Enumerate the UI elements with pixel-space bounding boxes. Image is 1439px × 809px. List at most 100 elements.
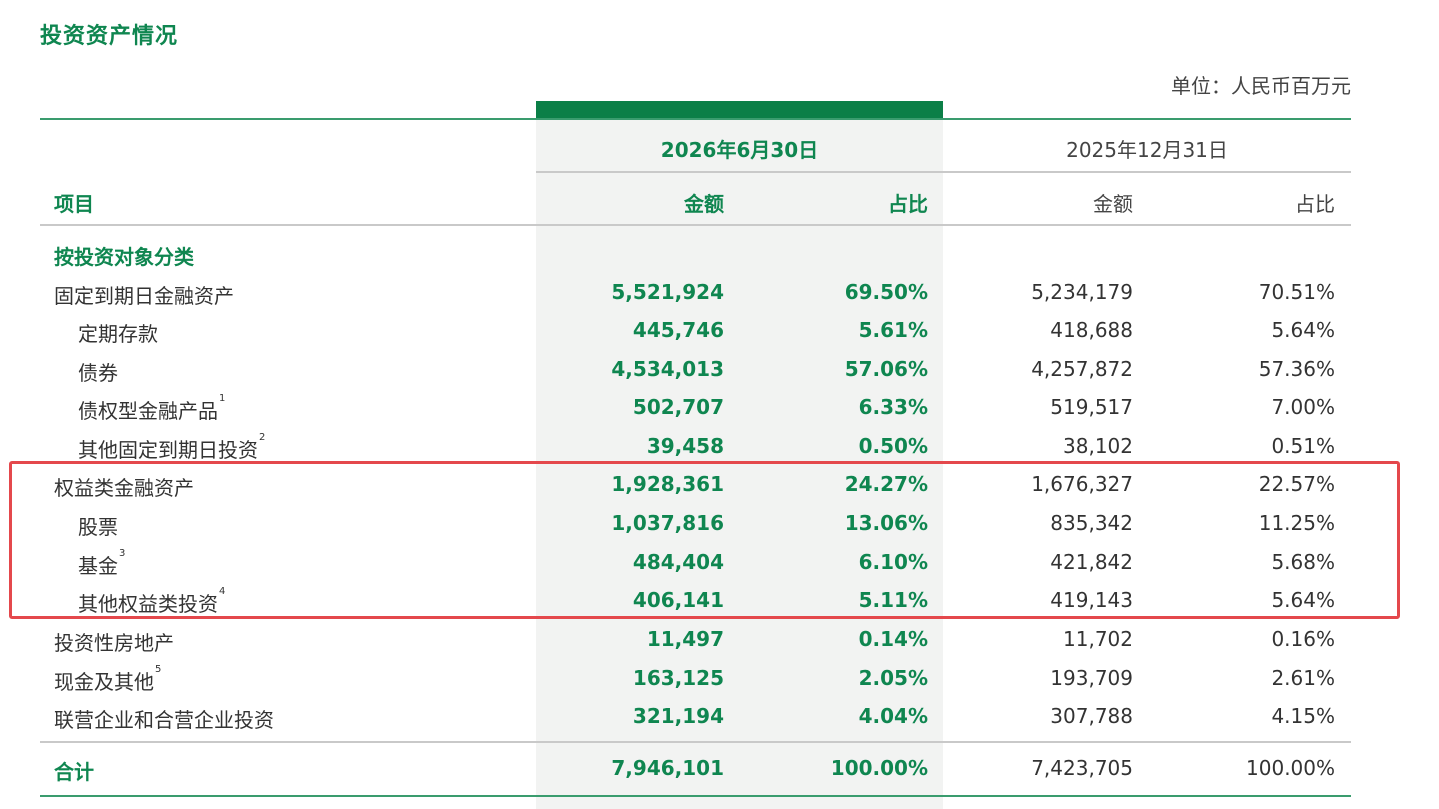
header-amount-previous: 金额	[1093, 192, 1133, 216]
amount-current-cell: 502,707	[632, 395, 724, 419]
header-bottom-rule	[40, 224, 1351, 226]
amount-previous-cell: 421,842	[1050, 550, 1133, 574]
row-label: 投资性房地产	[54, 627, 174, 656]
ratio-previous-cell: 5.64%	[1271, 588, 1335, 612]
footnote-marker: 3	[119, 548, 126, 559]
equity-assets-highlight-box	[9, 461, 1400, 619]
ratio-previous-cell: 0.51%	[1271, 434, 1335, 458]
table-row: 权益类金融资产 1,928,361 24.27% 1,676,327 22.57%	[0, 466, 1439, 504]
row-label-text: 投资性房地产	[54, 631, 174, 655]
ratio-previous-cell: 22.57%	[1258, 472, 1335, 496]
ratio-current-cell: 2.05%	[858, 666, 928, 690]
row-label-text: 股票	[78, 515, 118, 539]
header-date-previous: 2025年12月31日	[1066, 138, 1228, 162]
amount-previous-cell: 1,676,327	[1031, 472, 1133, 496]
row-label: 股票	[78, 511, 118, 540]
amount-previous-cell: 38,102	[1063, 434, 1133, 458]
amount-current-cell: 321,194	[632, 704, 724, 728]
table-row: 债券 4,534,013 57.06% 4,257,872 57.36%	[0, 351, 1439, 389]
row-label-text: 基金	[78, 554, 118, 578]
ratio-previous-cell: 100.00%	[1246, 756, 1335, 780]
row-label: 定期存款	[78, 318, 158, 347]
ratio-previous-cell: 70.51%	[1258, 280, 1335, 304]
amount-previous-cell: 7,423,705	[1031, 756, 1133, 780]
amount-previous-cell: 418,688	[1050, 318, 1133, 342]
ratio-current-cell: 6.10%	[858, 550, 928, 574]
amount-previous-cell: 307,788	[1050, 704, 1133, 728]
row-label-text: 合计	[54, 760, 94, 784]
header-item: 项目	[54, 192, 94, 216]
header-ratio-previous: 占比	[1295, 192, 1335, 216]
current-period-accent-bar	[536, 101, 943, 119]
row-label-text: 按投资对象分类	[54, 245, 194, 269]
header-date-divider	[536, 171, 1351, 173]
amount-previous-cell: 4,257,872	[1031, 357, 1133, 381]
ratio-current-cell: 5.61%	[858, 318, 928, 342]
table-row: 现金及其他5 163,125 2.05% 193,709 2.61%	[0, 660, 1439, 698]
table-top-rule	[40, 118, 1351, 120]
ratio-current-cell: 13.06%	[844, 511, 928, 535]
amount-current-cell: 1,928,361	[611, 472, 724, 496]
footnote-marker: 5	[155, 664, 162, 675]
header-ratio-current: 占比	[888, 192, 928, 216]
row-label: 现金及其他5	[54, 664, 162, 695]
table-row: 其他权益类投资4 406,141 5.11% 419,143 5.64%	[0, 582, 1439, 620]
table-row: 基金3 484,404 6.10% 421,842 5.68%	[0, 544, 1439, 582]
row-label: 其他权益类投资4	[78, 586, 225, 617]
ratio-current-cell: 57.06%	[844, 357, 928, 381]
ratio-previous-cell: 5.64%	[1271, 318, 1335, 342]
row-label-text: 固定到期日金融资产	[54, 284, 234, 308]
row-label-text: 定期存款	[78, 322, 158, 346]
row-label-text: 联营企业和合营企业投资	[54, 708, 274, 732]
amount-previous-cell: 11,702	[1063, 627, 1133, 651]
row-label: 债券	[78, 357, 118, 386]
row-label-text: 权益类金融资产	[54, 476, 194, 500]
amount-current-cell: 4,534,013	[611, 357, 724, 381]
section-heading-row: 按投资对象分类	[0, 235, 1439, 273]
total-row: 合计 7,946,101 100.00% 7,423,705 100.00%	[0, 750, 1439, 788]
table-bottom-rule	[40, 795, 1351, 797]
amount-previous-cell: 419,143	[1050, 588, 1133, 612]
table-row: 联营企业和合营企业投资 321,194 4.04% 307,788 4.15%	[0, 698, 1439, 736]
row-label: 联营企业和合营企业投资	[54, 704, 274, 733]
ratio-previous-cell: 57.36%	[1258, 357, 1335, 381]
total-top-rule	[40, 741, 1351, 743]
amount-current-cell: 445,746	[632, 318, 724, 342]
amount-current-cell: 7,946,101	[611, 756, 724, 780]
header-amount-current: 金额	[684, 192, 724, 216]
table-row: 固定到期日金融资产 5,521,924 69.50% 5,234,179 70.51%	[0, 274, 1439, 312]
table-row: 债权型金融产品1 502,707 6.33% 519,517 7.00%	[0, 389, 1439, 427]
page-title: 投资资产情况	[40, 24, 179, 49]
ratio-current-cell: 24.27%	[844, 472, 928, 496]
ratio-previous-cell: 5.68%	[1271, 550, 1335, 574]
row-label-text: 债券	[78, 361, 118, 385]
ratio-previous-cell: 2.61%	[1271, 666, 1335, 690]
row-label: 按投资对象分类	[54, 241, 194, 270]
table-row: 股票 1,037,816 13.06% 835,342 11.25%	[0, 505, 1439, 543]
row-label-text: 其他权益类投资	[78, 592, 218, 616]
unit-label: 单位：人民币百万元	[1171, 74, 1351, 98]
row-label: 权益类金融资产	[54, 472, 194, 501]
ratio-current-cell: 0.14%	[858, 627, 928, 651]
amount-current-cell: 406,141	[632, 588, 724, 612]
row-label-text: 其他固定到期日投资	[78, 438, 258, 462]
ratio-previous-cell: 4.15%	[1271, 704, 1335, 728]
row-label-text: 现金及其他	[54, 670, 154, 694]
amount-current-cell: 163,125	[632, 666, 724, 690]
ratio-previous-cell: 0.16%	[1271, 627, 1335, 651]
header-date-current: 2026年6月30日	[660, 138, 819, 162]
row-label: 其他固定到期日投资2	[78, 432, 266, 463]
table-row: 定期存款 445,746 5.61% 418,688 5.64%	[0, 312, 1439, 350]
amount-previous-cell: 835,342	[1050, 511, 1133, 535]
amount-previous-cell: 519,517	[1050, 395, 1133, 419]
amount-previous-cell: 193,709	[1050, 666, 1133, 690]
row-label: 基金3	[78, 548, 126, 579]
amount-current-cell: 39,458	[646, 434, 724, 458]
amount-previous-cell: 5,234,179	[1031, 280, 1133, 304]
row-label: 固定到期日金融资产	[54, 280, 234, 309]
footnote-marker: 2	[259, 432, 266, 443]
ratio-current-cell: 0.50%	[858, 434, 928, 458]
row-label-text: 债权型金融产品	[78, 399, 218, 423]
amount-current-cell: 5,521,924	[611, 280, 724, 304]
ratio-current-cell: 4.04%	[858, 704, 928, 728]
